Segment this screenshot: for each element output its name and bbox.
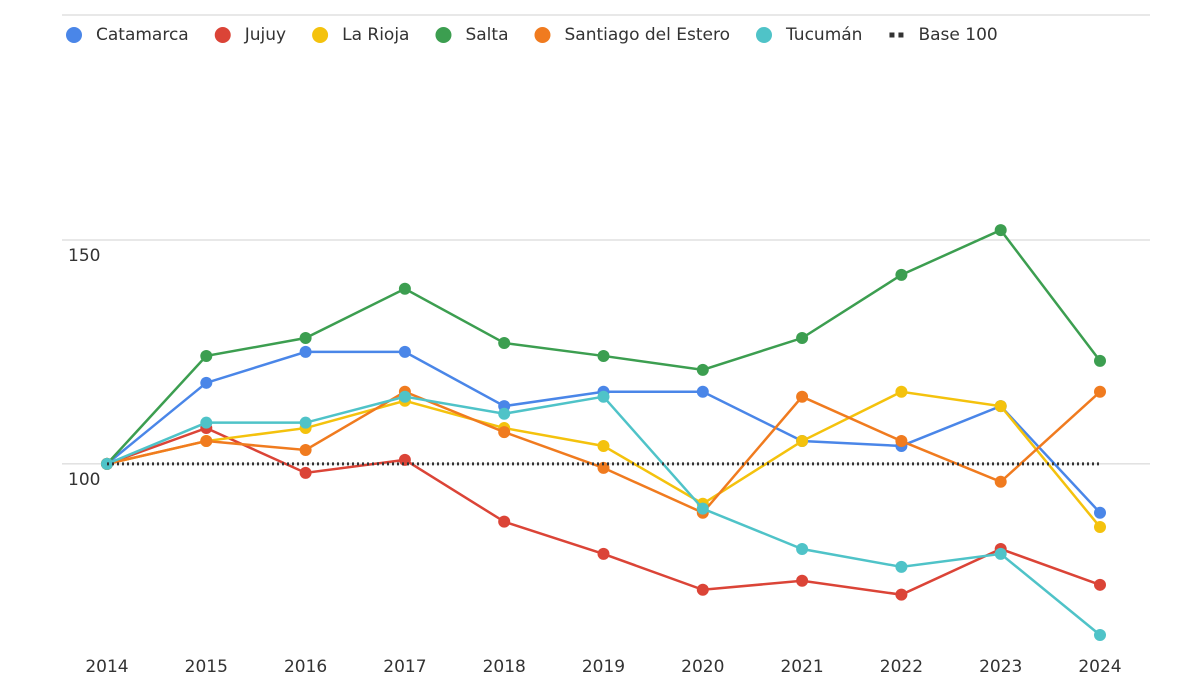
x-tick-label: 2015	[185, 657, 228, 675]
series-line	[106, 395, 1101, 636]
x-tick-label: 2024	[1078, 657, 1121, 675]
data-point	[498, 407, 511, 420]
data-point	[1094, 521, 1106, 534]
series-line	[106, 350, 1101, 514]
data-point	[1094, 354, 1106, 367]
data-point	[895, 588, 908, 601]
data-point	[696, 502, 709, 515]
legend-marker	[312, 27, 329, 43]
x-tick-label: 2016	[284, 657, 327, 675]
data-point	[498, 336, 511, 349]
data-point	[299, 444, 312, 457]
series-line	[106, 390, 1101, 528]
legend-marker	[214, 27, 231, 43]
data-point	[994, 475, 1007, 488]
data-point	[994, 224, 1007, 237]
x-tick-label: 2020	[681, 657, 724, 675]
data-point	[1094, 385, 1106, 398]
x-tick-label: 2022	[880, 657, 923, 675]
legend-label: Base 100	[918, 25, 997, 45]
data-point	[1094, 506, 1106, 519]
series-line	[106, 228, 1101, 465]
data-point	[299, 466, 312, 479]
data-point	[597, 461, 610, 474]
legend-label: Salta	[465, 25, 508, 45]
data-point	[498, 426, 511, 439]
data-point	[1094, 628, 1106, 641]
data-point	[597, 390, 610, 403]
data-point	[696, 385, 709, 398]
x-tick-label: 2023	[979, 657, 1022, 675]
data-point	[398, 453, 411, 466]
legend-label: Santiago del Estero	[564, 25, 730, 45]
y-tick-label: 100	[68, 470, 100, 490]
data-point	[796, 390, 809, 403]
legend-marker	[756, 27, 772, 43]
data-point	[200, 349, 213, 362]
x-tick-label: 2017	[383, 657, 426, 675]
legend-marker	[435, 27, 452, 43]
x-tick-label: 2019	[582, 657, 625, 675]
data-point	[696, 363, 709, 376]
data-point	[895, 385, 908, 398]
data-point	[597, 439, 610, 452]
data-point	[895, 435, 908, 448]
data-point	[597, 349, 610, 362]
legend-marker	[898, 32, 904, 38]
data-point	[1094, 578, 1106, 591]
data-point	[895, 560, 908, 573]
series-line	[106, 390, 1101, 515]
data-point	[398, 390, 411, 403]
legend-label: Tucumán	[785, 25, 862, 45]
data-point	[895, 268, 908, 281]
data-point	[796, 332, 809, 345]
legend-marker	[66, 27, 82, 43]
data-point	[796, 574, 809, 587]
legend-label: Jujuy	[244, 25, 286, 45]
data-point	[994, 547, 1007, 560]
data-point	[200, 376, 213, 389]
data-point	[299, 345, 312, 358]
y-tick-label: 150	[68, 246, 100, 266]
data-point	[299, 416, 312, 429]
data-point	[796, 542, 809, 555]
data-point	[994, 400, 1007, 413]
data-point	[398, 345, 411, 358]
x-tick-label: 2021	[780, 657, 823, 675]
data-point	[796, 435, 809, 448]
x-tick-label: 2014	[85, 657, 128, 675]
data-point	[498, 515, 511, 528]
legend-marker	[534, 27, 551, 43]
legend-marker	[889, 32, 895, 38]
legend-label: La Rioja	[342, 25, 409, 45]
x-tick-label: 2018	[483, 657, 526, 675]
legend-label: Catamarca	[96, 25, 189, 45]
data-point	[200, 416, 213, 429]
series-line	[106, 426, 1101, 596]
data-point	[200, 435, 213, 448]
data-point	[398, 282, 411, 295]
data-point	[299, 332, 312, 345]
data-point	[597, 547, 610, 560]
data-point	[696, 583, 709, 596]
